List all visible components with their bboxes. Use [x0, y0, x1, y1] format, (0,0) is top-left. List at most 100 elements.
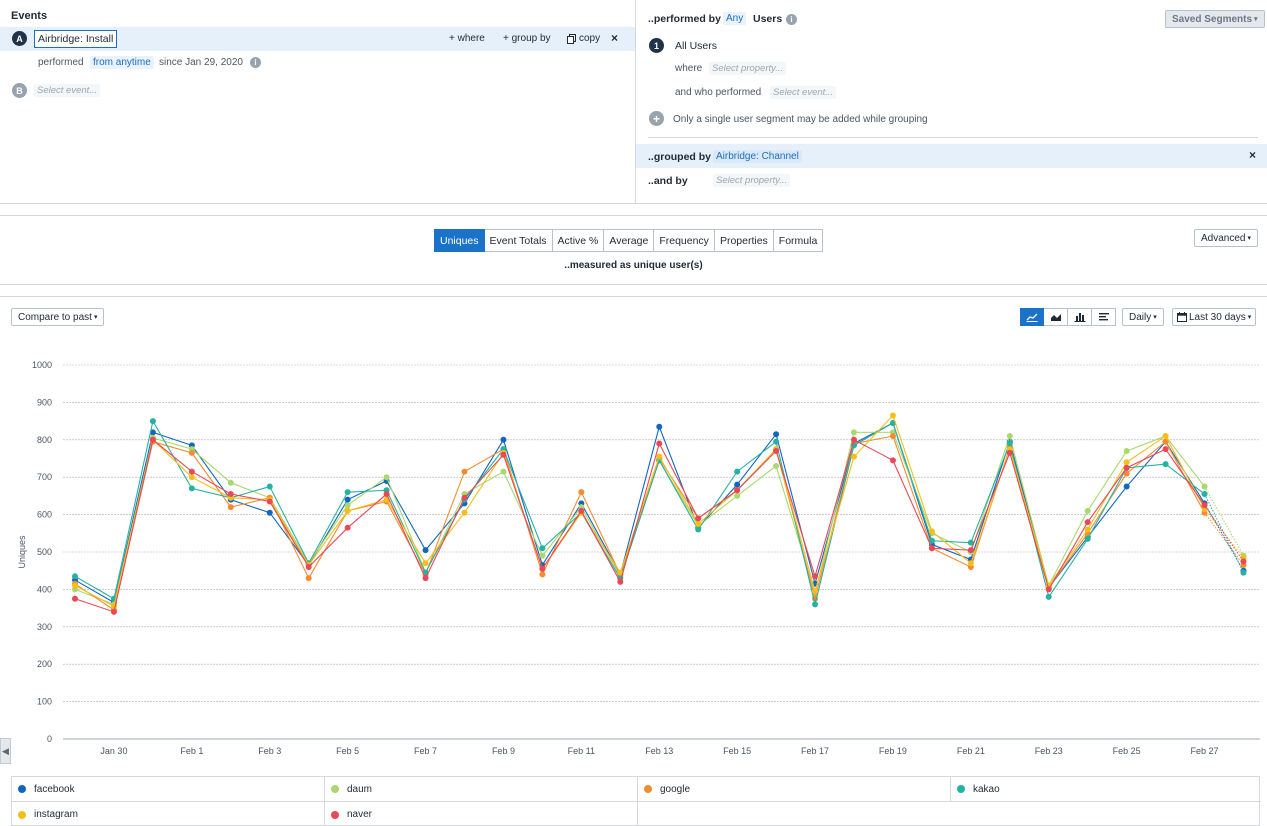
data-point[interactable] [149, 429, 156, 436]
who-performed-select[interactable]: Select event... [770, 86, 837, 99]
data-point[interactable] [734, 481, 741, 488]
tab-uniques[interactable]: Uniques [434, 229, 485, 252]
data-point[interactable] [1084, 535, 1091, 542]
legend-item-instagram[interactable]: instagram [12, 802, 325, 826]
data-point[interactable] [344, 502, 351, 509]
data-point[interactable] [656, 453, 663, 460]
data-point[interactable] [1084, 519, 1091, 526]
data-point[interactable] [1123, 448, 1130, 455]
and-by-select[interactable]: Select property... [713, 174, 791, 187]
data-point[interactable] [500, 436, 507, 443]
data-point[interactable] [1201, 491, 1208, 498]
date-range-select[interactable]: Last 30 days ▾ [1172, 308, 1257, 326]
data-point[interactable] [617, 578, 624, 585]
data-point[interactable] [1045, 593, 1052, 600]
data-point[interactable] [227, 491, 234, 498]
data-point[interactable] [1123, 483, 1130, 490]
segment-name[interactable]: All Users [675, 40, 718, 52]
advanced-button[interactable]: Advanced ▾ [1194, 229, 1258, 247]
data-point[interactable] [695, 526, 702, 533]
data-point[interactable] [1006, 440, 1013, 447]
data-point[interactable] [344, 496, 351, 503]
data-point[interactable] [1123, 464, 1130, 471]
data-point[interactable] [1201, 483, 1208, 490]
data-point[interactable] [539, 545, 546, 552]
data-point[interactable] [344, 489, 351, 496]
event-a-name[interactable]: Airbridge: Install [34, 30, 118, 48]
data-point[interactable] [110, 608, 117, 615]
data-point[interactable] [812, 601, 819, 608]
data-point[interactable] [851, 429, 857, 436]
data-point[interactable] [578, 489, 585, 496]
data-point[interactable] [1084, 526, 1091, 533]
data-point[interactable] [461, 468, 468, 475]
data-point[interactable] [461, 509, 468, 516]
interval-select[interactable]: Daily ▾ [1122, 308, 1164, 326]
data-point[interactable] [773, 462, 780, 469]
line-chart-button[interactable] [1020, 308, 1044, 326]
data-point[interactable] [188, 468, 195, 475]
data-point[interactable] [1162, 438, 1169, 445]
data-point[interactable] [889, 412, 896, 419]
data-point[interactable] [266, 509, 273, 516]
data-point[interactable] [967, 560, 974, 567]
data-point[interactable] [1006, 433, 1013, 440]
tab-formula[interactable]: Formula [773, 229, 824, 252]
time-range-chip[interactable]: from anytime [90, 56, 154, 69]
data-point[interactable] [773, 448, 780, 455]
legend-item-daum[interactable]: daum [325, 777, 638, 802]
data-point[interactable] [967, 547, 974, 554]
data-point[interactable] [578, 507, 585, 514]
tab-frequency[interactable]: Frequency [654, 229, 715, 252]
data-point[interactable] [695, 520, 702, 527]
tab-average[interactable]: Average [604, 229, 655, 252]
data-point[interactable] [149, 418, 156, 425]
data-point[interactable] [773, 431, 780, 438]
data-point[interactable] [734, 468, 741, 475]
data-point[interactable] [305, 563, 312, 570]
add-segment-icon[interactable]: + [649, 111, 664, 126]
data-point[interactable] [422, 560, 429, 567]
remove-event-a-icon[interactable]: × [611, 31, 619, 45]
data-point[interactable] [851, 453, 857, 460]
data-point[interactable] [383, 474, 390, 481]
data-point[interactable] [344, 524, 351, 531]
data-point[interactable] [227, 504, 234, 511]
compare-to-past-button[interactable]: Compare to past ▾ [11, 308, 105, 326]
data-point[interactable] [695, 515, 702, 522]
data-point[interactable] [539, 552, 546, 559]
copy-button[interactable]: copy [567, 33, 600, 44]
data-point[interactable] [539, 571, 546, 578]
data-point[interactable] [1123, 459, 1130, 466]
data-point[interactable] [72, 582, 78, 589]
remove-groupby-icon[interactable]: × [1249, 148, 1257, 162]
data-point[interactable] [461, 494, 468, 501]
legend-item-kakao[interactable]: kakao [951, 777, 1261, 802]
legend-item-naver[interactable]: naver [325, 802, 638, 826]
area-chart-button[interactable] [1044, 308, 1068, 326]
data-point[interactable] [1201, 502, 1208, 509]
data-point[interactable] [422, 575, 429, 582]
data-point[interactable] [734, 492, 741, 499]
data-point[interactable] [928, 537, 935, 544]
bar-chart-button[interactable] [1068, 308, 1092, 326]
data-point[interactable] [1123, 470, 1130, 477]
data-point[interactable] [1240, 558, 1247, 565]
add-where-button[interactable]: + where [449, 33, 485, 44]
data-point[interactable] [266, 483, 273, 490]
data-point[interactable] [305, 575, 312, 582]
users-info-icon[interactable]: i [786, 14, 797, 25]
data-point[interactable] [72, 595, 78, 602]
collapse-panel-button[interactable]: ◀ [0, 738, 11, 764]
legend-item-google[interactable]: google [638, 777, 951, 802]
data-point[interactable] [344, 507, 351, 514]
grouped-by-chip[interactable]: Airbridge: Channel [713, 150, 802, 163]
data-point[interactable] [656, 423, 663, 430]
data-point[interactable] [500, 451, 507, 458]
data-point[interactable] [383, 491, 390, 498]
tab-event-totals[interactable]: Event Totals [484, 229, 553, 252]
tab-active[interactable]: Active % [552, 229, 605, 252]
data-point[interactable] [1240, 569, 1247, 576]
data-point[interactable] [1162, 461, 1169, 468]
data-point[interactable] [422, 547, 429, 554]
